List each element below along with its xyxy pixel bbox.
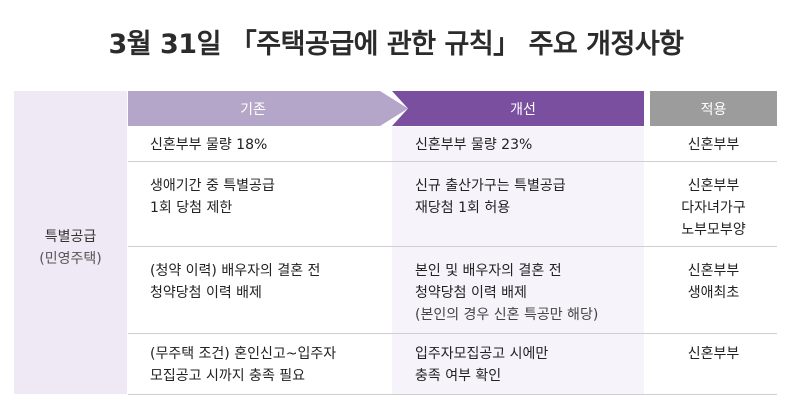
text-line: 신혼부부 물량 23% (415, 137, 533, 153)
text-line: 1회 당첨 제한 (150, 200, 233, 216)
text-line: 본인 및 배우자의 결혼 전 (415, 263, 562, 279)
header-after: 개선 (392, 91, 644, 126)
text-line: 입주자모집공고 시에만 (415, 346, 549, 362)
row-3-apply: 신혼부부 생애최초 (650, 260, 777, 304)
text-line: (청약 이력) 배우자의 결혼 전 (150, 263, 321, 279)
row-1-before: 신혼부부 물량 18% (150, 134, 267, 156)
text-line: (무주택 조건) 혼인신고~입주자 (150, 346, 337, 362)
text-line-note: (본인의 경우 신혼 특공만 해당) (415, 307, 599, 323)
category-label-sub: (민영주택) (39, 251, 102, 267)
row-divider (128, 333, 777, 334)
text-line: 노부모부양 (681, 222, 746, 238)
row-4-before: (무주택 조건) 혼인신고~입주자 모집공고 시까지 충족 필요 (150, 343, 336, 387)
text-line: 다자녀가구 (681, 200, 746, 216)
category-column (14, 91, 127, 394)
text-line: 신혼부부 (687, 346, 740, 362)
text-line: 청약당첨 이력 배제 (415, 285, 527, 301)
text-line: 청약당첨 이력 배제 (150, 285, 262, 301)
row-3-after: 본인 및 배우자의 결혼 전 청약당첨 이력 배제 (본인의 경우 신혼 특공만… (415, 260, 598, 326)
text-line: 신혼부부 물량 18% (150, 137, 268, 153)
text-line: 신혼부부 (687, 263, 740, 279)
row-4-apply: 신혼부부 (650, 343, 777, 365)
category-label-main: 특별공급 (44, 229, 97, 245)
after-column-background (392, 127, 644, 395)
header-apply-label: 적용 (700, 101, 727, 118)
row-divider (128, 246, 777, 247)
header-after-label: 개선 (510, 101, 536, 118)
header-before-label: 기존 (240, 101, 266, 118)
page-title: 3월 31일 「주택공급에 관한 규칙」 주요 개정사항 (108, 29, 684, 60)
row-2-after: 신규 출산가구는 특별공급 재당첨 1회 허용 (415, 175, 566, 219)
text-line: 신혼부부 (687, 137, 740, 153)
row-1-after: 신혼부부 물량 23% (415, 134, 532, 156)
row-3-before: (청약 이력) 배우자의 결혼 전 청약당첨 이력 배제 (150, 260, 320, 304)
row-2-apply: 신혼부부 다자녀가구 노부모부양 (650, 175, 777, 241)
text-line: 모집공고 시까지 충족 필요 (150, 368, 306, 384)
text-line: 재당첨 1회 허용 (415, 200, 511, 216)
text-line: 신규 출산가구는 특별공급 (415, 178, 566, 194)
text-line: 충족 여부 확인 (415, 368, 502, 384)
row-1-apply: 신혼부부 (650, 134, 777, 156)
row-divider (128, 161, 777, 162)
row-2-before: 생애기간 중 특별공급 1회 당첨 제한 (150, 175, 275, 219)
header-before: 기존 (128, 91, 408, 126)
row-divider (128, 394, 777, 395)
category-label: 특별공급 (민영주택) (14, 226, 127, 270)
text-line: 신혼부부 (687, 178, 740, 194)
text-line: 생애기간 중 특별공급 (150, 178, 275, 194)
header-apply: 적용 (650, 91, 777, 126)
text-line: 생애최초 (687, 285, 740, 301)
row-4-after: 입주자모집공고 시에만 충족 여부 확인 (415, 343, 548, 387)
